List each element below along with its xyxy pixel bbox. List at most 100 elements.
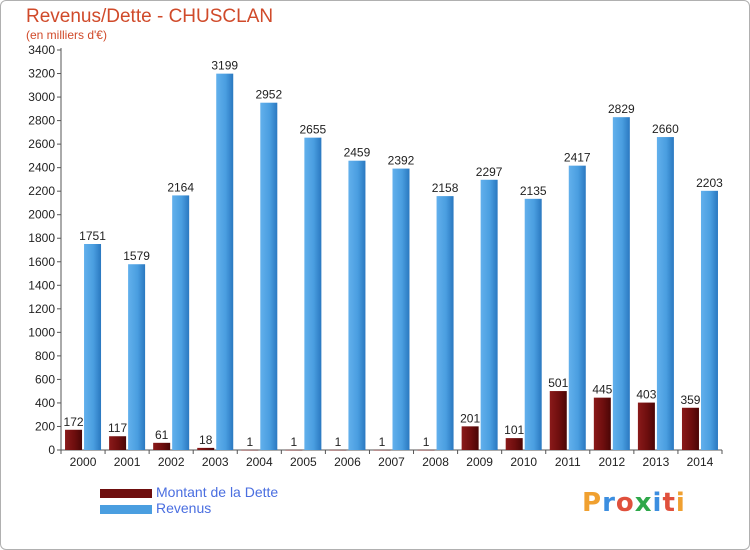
data-label-revenus: 2655 <box>300 123 327 137</box>
y-tick-label: 3200 <box>28 67 55 81</box>
data-label-dette: 403 <box>636 388 656 402</box>
y-tick-label: 2000 <box>28 208 55 222</box>
data-label-dette: 445 <box>592 383 612 397</box>
chart-title: Revenus/Dette - CHUSCLAN <box>26 6 274 27</box>
bar-revenus <box>216 73 234 450</box>
legend-label-revenus: Revenus <box>156 500 212 516</box>
x-tick-label: 2014 <box>687 455 714 469</box>
data-label-revenus: 2952 <box>255 88 282 102</box>
data-label-dette: 201 <box>460 411 480 425</box>
y-tick-label: 1400 <box>28 278 55 292</box>
bar-revenus <box>304 137 322 450</box>
bar-revenus <box>128 264 146 450</box>
x-tick-label: 2004 <box>246 455 273 469</box>
data-label-revenus: 2829 <box>608 102 635 116</box>
x-tick-label: 2005 <box>290 455 317 469</box>
y-tick-label: 3400 <box>28 43 55 57</box>
x-tick-label: 2000 <box>70 455 97 469</box>
bar-dette <box>505 438 523 450</box>
data-label-revenus: 2392 <box>388 154 415 168</box>
logo-letter: P <box>582 488 603 518</box>
data-label-revenus: 2660 <box>652 122 679 136</box>
bar-dette <box>109 436 127 450</box>
y-tick-label: 1000 <box>28 325 55 339</box>
data-label-dette: 172 <box>64 415 84 429</box>
data-label-dette: 1 <box>246 435 253 449</box>
x-tick-label: 2010 <box>510 455 537 469</box>
data-label-dette: 101 <box>504 423 524 437</box>
y-tick-label: 2200 <box>28 184 55 198</box>
data-label-dette: 1 <box>335 435 342 449</box>
y-tick-label: 0 <box>48 443 55 457</box>
data-label-dette: 18 <box>199 433 213 447</box>
data-label-dette: 359 <box>680 393 700 407</box>
legend-swatch-dette <box>100 489 152 498</box>
x-tick-label: 2013 <box>643 455 670 469</box>
bar-dette <box>329 449 347 451</box>
bar-revenus <box>392 168 410 450</box>
x-tick-label: 2006 <box>334 455 361 469</box>
data-label-revenus: 1579 <box>123 249 150 263</box>
x-tick-label: 2011 <box>555 455 581 469</box>
bar-revenus <box>348 160 366 451</box>
bar-revenus <box>656 137 674 450</box>
y-tick-label: 2400 <box>28 161 55 175</box>
data-label-revenus: 2297 <box>476 165 503 179</box>
bar-dette <box>417 449 435 451</box>
data-label-revenus: 2164 <box>167 180 194 194</box>
data-label-revenus: 2417 <box>564 151 591 165</box>
bar-dette <box>65 429 83 450</box>
y-tick-label: 1600 <box>28 255 55 269</box>
bar-dette <box>681 407 699 450</box>
logo-letter: x <box>634 488 653 518</box>
data-label-dette: 1 <box>379 435 386 449</box>
bar-revenus <box>260 102 278 451</box>
y-tick-label: 3000 <box>28 90 55 104</box>
y-tick-label: 400 <box>35 396 55 410</box>
x-tick-label: 2012 <box>598 455 625 469</box>
bar-revenus <box>172 195 190 450</box>
bar-dette <box>549 391 567 450</box>
data-label-dette: 61 <box>155 428 169 442</box>
bar-revenus <box>480 179 498 450</box>
bar-dette <box>197 447 215 450</box>
bar-dette <box>461 426 479 450</box>
bar-revenus <box>612 117 630 451</box>
bar-dette <box>285 449 303 451</box>
bar-dette <box>241 449 259 451</box>
bar-revenus <box>436 196 454 450</box>
logo-letter: o <box>615 488 635 518</box>
y-tick-label: 1800 <box>28 231 55 245</box>
bar-dette <box>593 397 611 450</box>
bar-revenus <box>524 198 542 450</box>
x-tick-label: 2002 <box>158 455 185 469</box>
y-tick-label: 1200 <box>28 302 55 316</box>
data-label-revenus: 2459 <box>344 146 371 160</box>
data-label-revenus: 1751 <box>79 229 106 243</box>
bar-revenus <box>84 244 102 450</box>
proxiti-logo: Proxiti <box>582 488 686 518</box>
bar-dette <box>637 402 655 450</box>
y-tick-label: 600 <box>35 372 55 386</box>
x-tick-label: 2008 <box>422 455 449 469</box>
data-label-dette: 1 <box>423 435 430 449</box>
data-label-dette: 117 <box>108 421 127 435</box>
logo-letter: r <box>602 488 616 518</box>
x-tick-label: 2003 <box>202 455 229 469</box>
bar-dette <box>153 442 171 450</box>
chart-subtitle: (en milliers d'€) <box>26 28 107 42</box>
legend-label-dette: Montant de la Dette <box>156 484 279 500</box>
y-tick-label: 200 <box>35 419 55 433</box>
logo-letter: i <box>675 488 686 518</box>
data-label-revenus: 2135 <box>520 184 547 198</box>
bar-revenus <box>568 165 586 450</box>
data-label-revenus: 3199 <box>211 59 238 73</box>
legend-swatch-revenus <box>100 505 152 514</box>
logo-letter: t <box>662 488 676 518</box>
y-tick-label: 2800 <box>28 114 55 128</box>
bar-dette <box>373 449 391 451</box>
data-label-dette: 501 <box>548 376 568 390</box>
y-tick-label: 2600 <box>28 137 55 151</box>
data-label-revenus: 2203 <box>696 176 723 190</box>
y-tick-label: 800 <box>35 349 55 363</box>
